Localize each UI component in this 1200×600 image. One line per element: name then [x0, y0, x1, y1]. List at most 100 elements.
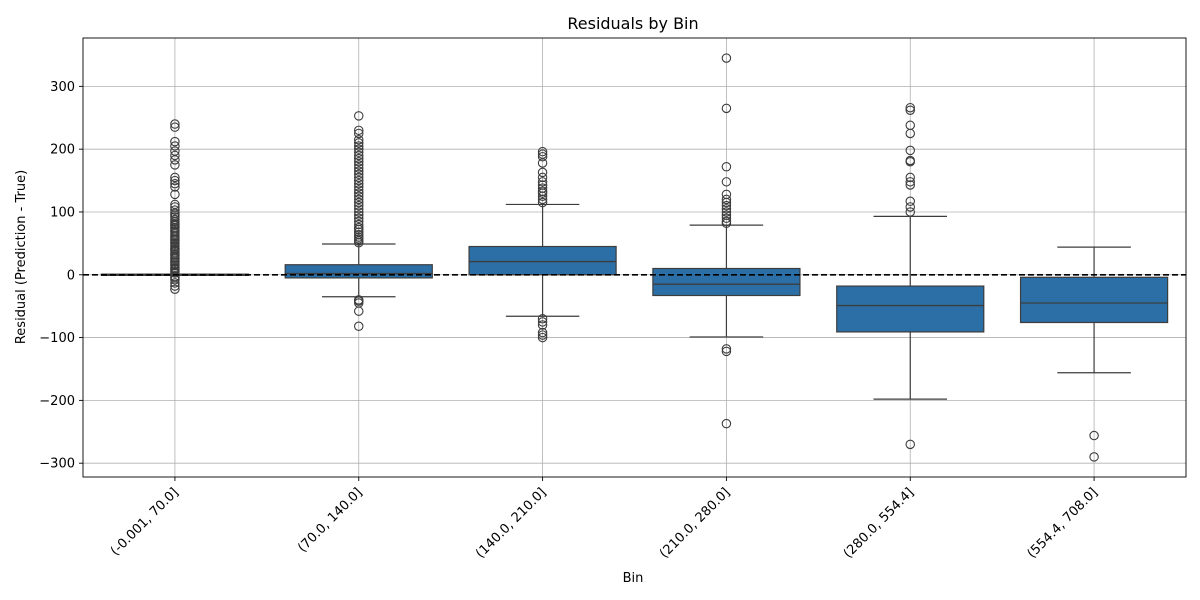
outlier-point	[721, 103, 732, 114]
outlier-point	[170, 150, 180, 161]
outlier-point	[353, 160, 364, 170]
outlier-point	[170, 175, 180, 186]
outlier-point	[170, 155, 180, 165]
outlier-point	[353, 219, 364, 230]
outlier-point	[721, 218, 732, 229]
outlier-point	[170, 205, 180, 215]
outlier-point	[353, 200, 364, 211]
outlier-point	[353, 175, 364, 186]
boxes	[100, 53, 1169, 462]
outlier-point	[537, 320, 548, 330]
outlier-point	[537, 313, 548, 324]
grid	[83, 38, 1186, 477]
outlier-point	[905, 207, 915, 217]
outlier-point	[537, 317, 548, 327]
box-group	[468, 146, 617, 343]
outlier-point	[353, 306, 364, 316]
outlier-point	[353, 163, 364, 173]
outlier-point	[537, 167, 548, 178]
outlier-point	[721, 53, 732, 63]
outlier-point	[537, 332, 548, 343]
plot-frame	[82, 37, 1187, 478]
outlier-point	[170, 178, 180, 189]
iqr-box	[836, 285, 985, 333]
outlier-point	[353, 213, 364, 223]
outlier-point	[353, 134, 364, 145]
outlier-point	[170, 172, 180, 183]
x-tick-label: (-0.001, 70.0]	[108, 485, 182, 559]
outlier-point	[905, 128, 915, 139]
outlier-point	[905, 202, 915, 212]
outlier-point	[353, 185, 364, 195]
iqr-box	[284, 264, 433, 279]
y-tick-label: 100	[50, 205, 75, 220]
box-group	[652, 53, 801, 429]
outlier-point	[721, 197, 732, 208]
y-axis-label: Residual (Prediction - True)	[14, 170, 29, 344]
chart-title: Residuals by Bin	[567, 14, 698, 33]
y-tick-label: 200	[50, 143, 75, 158]
outlier-point	[353, 237, 364, 248]
outlier-point	[353, 188, 364, 198]
outlier-point	[537, 327, 548, 338]
outlier-point	[537, 172, 548, 183]
outlier-point	[353, 153, 364, 164]
outlier-point	[353, 147, 364, 158]
outlier-point	[353, 210, 364, 220]
outlier-point	[170, 160, 180, 170]
y-tick-label: −200	[39, 394, 75, 409]
outlier-point	[170, 141, 180, 151]
outlier-point	[537, 197, 548, 208]
outlier-point	[537, 151, 548, 162]
outlier-point	[353, 321, 364, 332]
outlier-point	[170, 122, 180, 132]
outlier-point	[1089, 430, 1099, 441]
outlier-point	[721, 204, 732, 214]
outlier-point	[905, 177, 915, 187]
outlier-point	[353, 128, 364, 139]
outlier-point	[721, 344, 732, 354]
outlier-point	[353, 125, 364, 136]
outlier-point	[353, 169, 364, 180]
outlier-point	[353, 194, 364, 205]
outlier-point	[353, 178, 364, 189]
outlier-point	[353, 172, 364, 183]
x-tick-label: (70.0, 140.0]	[295, 485, 365, 555]
outlier-point	[353, 138, 364, 148]
x-axis-label: Bin	[623, 571, 644, 586]
outlier-point	[721, 194, 732, 205]
iqr-box	[468, 245, 617, 276]
outlier-point	[353, 150, 364, 161]
outlier-point	[353, 191, 364, 202]
outlier-point	[721, 200, 732, 211]
iqr-box	[652, 267, 801, 297]
outlier-point	[353, 144, 364, 154]
outlier-point	[170, 275, 180, 285]
outlier-point	[353, 224, 364, 235]
y-tick-label: −100	[39, 331, 75, 346]
outlier-point	[537, 191, 548, 202]
y-axis-ticks: −300 −200 −100 0 100 200 300	[39, 80, 83, 472]
outlier-point	[537, 158, 548, 168]
x-tick-label: (554.4, 708.0]	[1025, 485, 1101, 561]
y-tick-label: 0	[67, 268, 75, 283]
outlier-point	[905, 145, 915, 156]
outlier-point	[353, 111, 364, 121]
outlier-point	[353, 182, 364, 192]
outlier-point	[721, 207, 732, 217]
outlier-point	[905, 196, 915, 207]
outlier-point	[905, 439, 915, 450]
outlier-point	[353, 207, 364, 217]
outlier-point	[721, 161, 732, 172]
iqr-box	[1019, 276, 1169, 324]
outlier-point	[170, 281, 180, 291]
x-tick-label: (210.0, 280.0]	[657, 485, 733, 561]
outlier-point	[170, 278, 180, 288]
outlier-point	[170, 119, 180, 129]
outlier-point	[721, 346, 732, 357]
outlier-point	[1089, 452, 1099, 462]
outlier-point	[905, 102, 915, 113]
outlier-point	[170, 182, 180, 192]
outlier-point	[537, 194, 548, 205]
